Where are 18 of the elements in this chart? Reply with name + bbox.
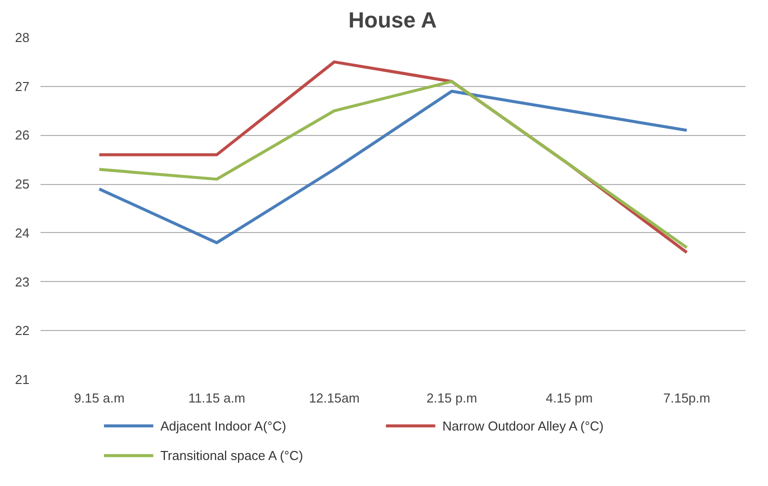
x-tick-label: 12.15am — [308, 390, 360, 406]
chart-title: House A — [348, 8, 437, 32]
y-tick-label: 27 — [15, 78, 30, 94]
y-tick-label: 25 — [15, 176, 30, 192]
x-tick-label: 2.15 p.m — [426, 390, 478, 406]
legend-label: Adjacent Indoor A(°C) — [160, 418, 286, 434]
y-tick-label: 24 — [15, 225, 30, 240]
legend-label: Transitional space A (°C) — [160, 448, 304, 464]
y-tick-label: 26 — [15, 128, 30, 143]
x-tick-label: 7.15p.m — [663, 390, 710, 406]
y-tick-label: 23 — [15, 274, 30, 290]
y-tick-label: 28 — [15, 30, 30, 45]
x-tick-label: 11.15 a.m — [188, 390, 246, 406]
y-tick-label: 22 — [15, 323, 30, 338]
y-tick-label: 21 — [15, 372, 30, 387]
x-tick-label: 9.15 a.m — [74, 390, 125, 406]
legend-label: Narrow Outdoor Alley A (°C) — [442, 418, 604, 434]
x-tick-label: 4.15 pm — [546, 390, 593, 406]
